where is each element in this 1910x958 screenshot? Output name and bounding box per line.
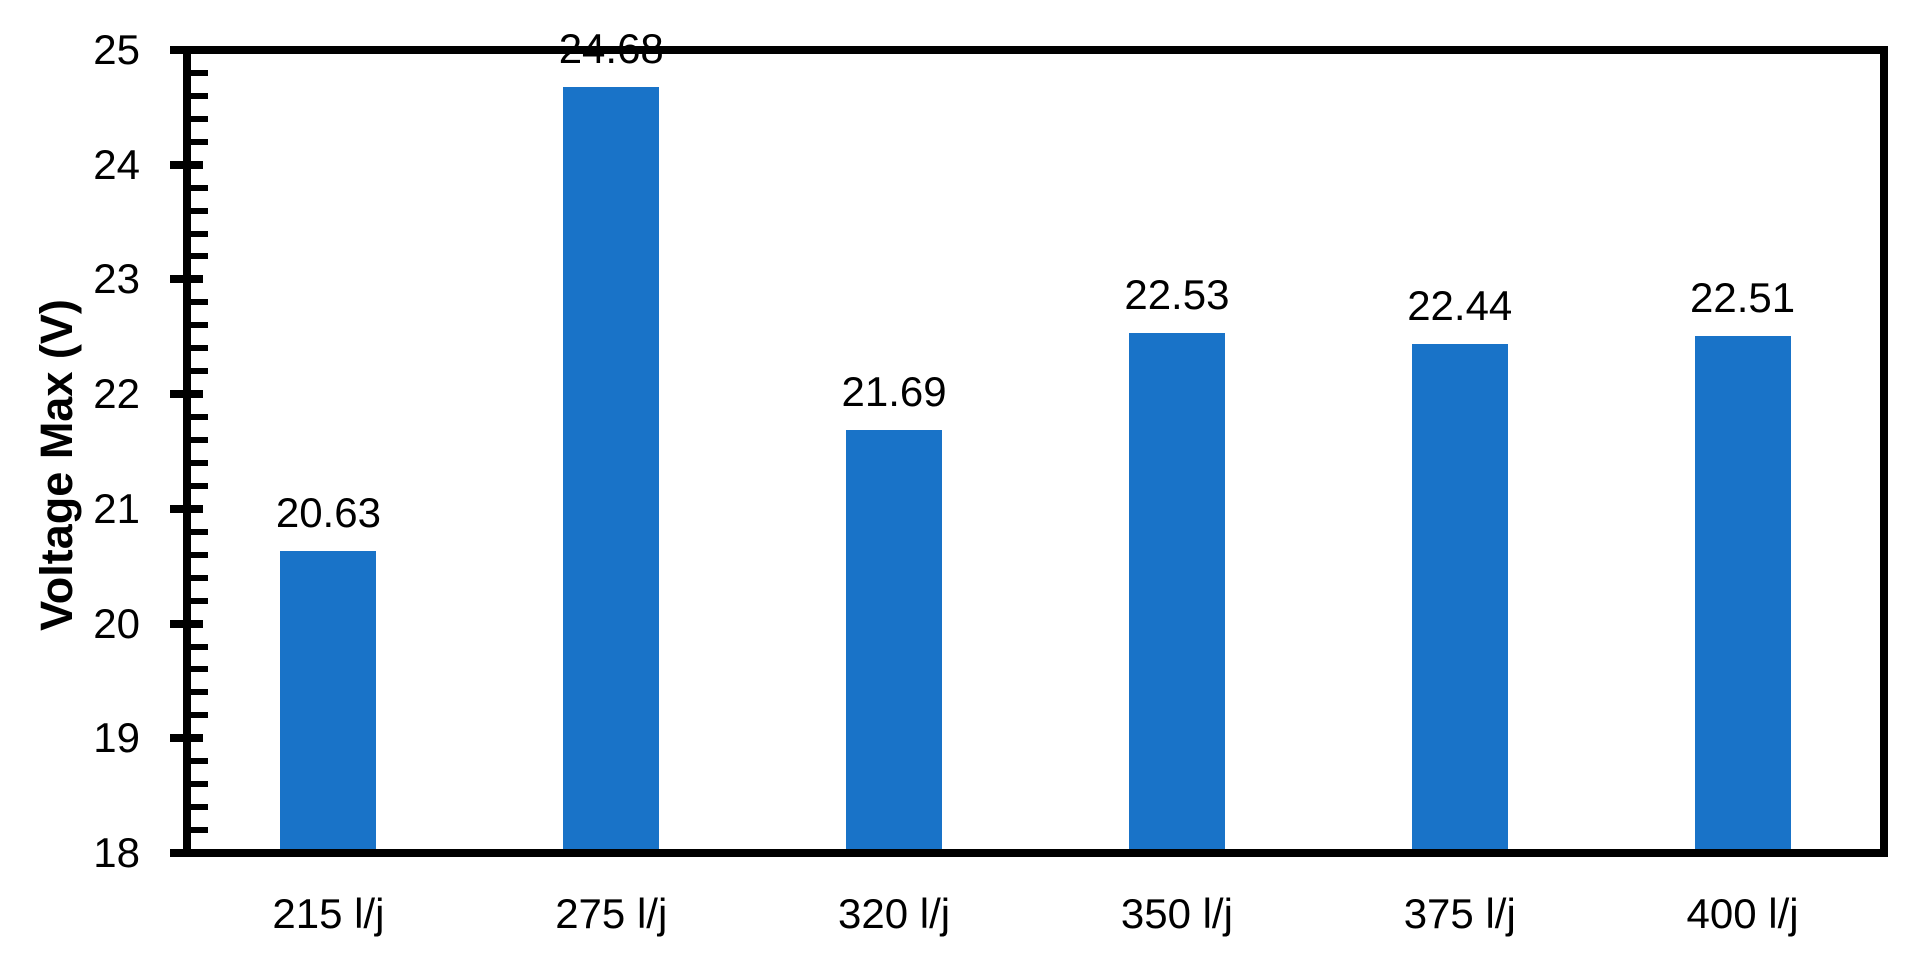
value-label: 22.51 [1690, 273, 1796, 321]
y-minor-tick [191, 437, 208, 444]
y-minor-tick [191, 207, 208, 214]
y-major-tick [170, 390, 203, 399]
x-tick-label: 375 l/j [1403, 890, 1516, 937]
value-label: 22.44 [1407, 281, 1513, 329]
y-minor-tick [191, 574, 208, 581]
y-tick-label: 18 [93, 829, 140, 876]
y-tick-label: 25 [93, 26, 140, 73]
x-tick-label: 215 l/j [272, 890, 385, 937]
y-minor-tick [191, 459, 208, 466]
bar [1411, 343, 1508, 849]
x-tick-label: 350 l/j [1120, 890, 1233, 937]
plot-area [183, 46, 1888, 857]
x-tick-label: 320 l/j [838, 890, 951, 937]
bar [1128, 333, 1225, 849]
y-minor-tick [191, 69, 208, 76]
y-major-tick [170, 46, 203, 54]
y-minor-tick [191, 115, 208, 122]
y-minor-tick [191, 482, 208, 489]
y-major-tick [170, 275, 203, 284]
y-tick-label: 19 [93, 714, 140, 762]
y-minor-tick [191, 184, 208, 191]
bar [280, 551, 377, 849]
y-minor-tick [191, 712, 208, 719]
y-minor-tick [191, 643, 208, 650]
y-major-tick [170, 504, 203, 513]
y-major-tick [170, 734, 203, 743]
value-label: 22.53 [1124, 271, 1230, 319]
bar [846, 429, 943, 849]
bar [1694, 335, 1791, 849]
y-tick-label: 23 [93, 255, 140, 303]
y-tick-label: 21 [93, 484, 140, 532]
y-minor-tick [191, 551, 208, 558]
y-minor-tick [191, 597, 208, 604]
y-tick-label: 22 [93, 370, 140, 418]
value-label: 21.69 [841, 367, 947, 415]
y-minor-tick [191, 414, 208, 421]
y-minor-tick [191, 528, 208, 535]
value-label: 24.68 [558, 24, 664, 72]
y-tick-label: 20 [93, 599, 140, 647]
x-tick-label: 275 l/j [555, 890, 668, 937]
y-minor-tick [191, 322, 208, 329]
y-major-tick [170, 160, 203, 169]
y-minor-tick [191, 230, 208, 237]
y-minor-tick [191, 368, 208, 375]
y-minor-tick [191, 689, 208, 696]
y-minor-tick [191, 781, 208, 788]
value-label: 20.63 [275, 489, 381, 537]
bar [563, 86, 660, 849]
y-minor-tick [191, 666, 208, 673]
y-minor-tick [191, 827, 208, 834]
y-minor-tick [191, 804, 208, 811]
y-tick-label: 24 [93, 140, 140, 188]
x-tick-label: 400 l/j [1686, 890, 1799, 937]
y-minor-tick [191, 345, 208, 352]
y-minor-tick [191, 299, 208, 306]
y-minor-tick [191, 92, 208, 99]
y-minor-tick [191, 138, 208, 145]
y-minor-tick [191, 253, 208, 260]
y-major-tick [170, 619, 203, 628]
y-major-tick [170, 849, 203, 857]
y-minor-tick [191, 758, 208, 765]
